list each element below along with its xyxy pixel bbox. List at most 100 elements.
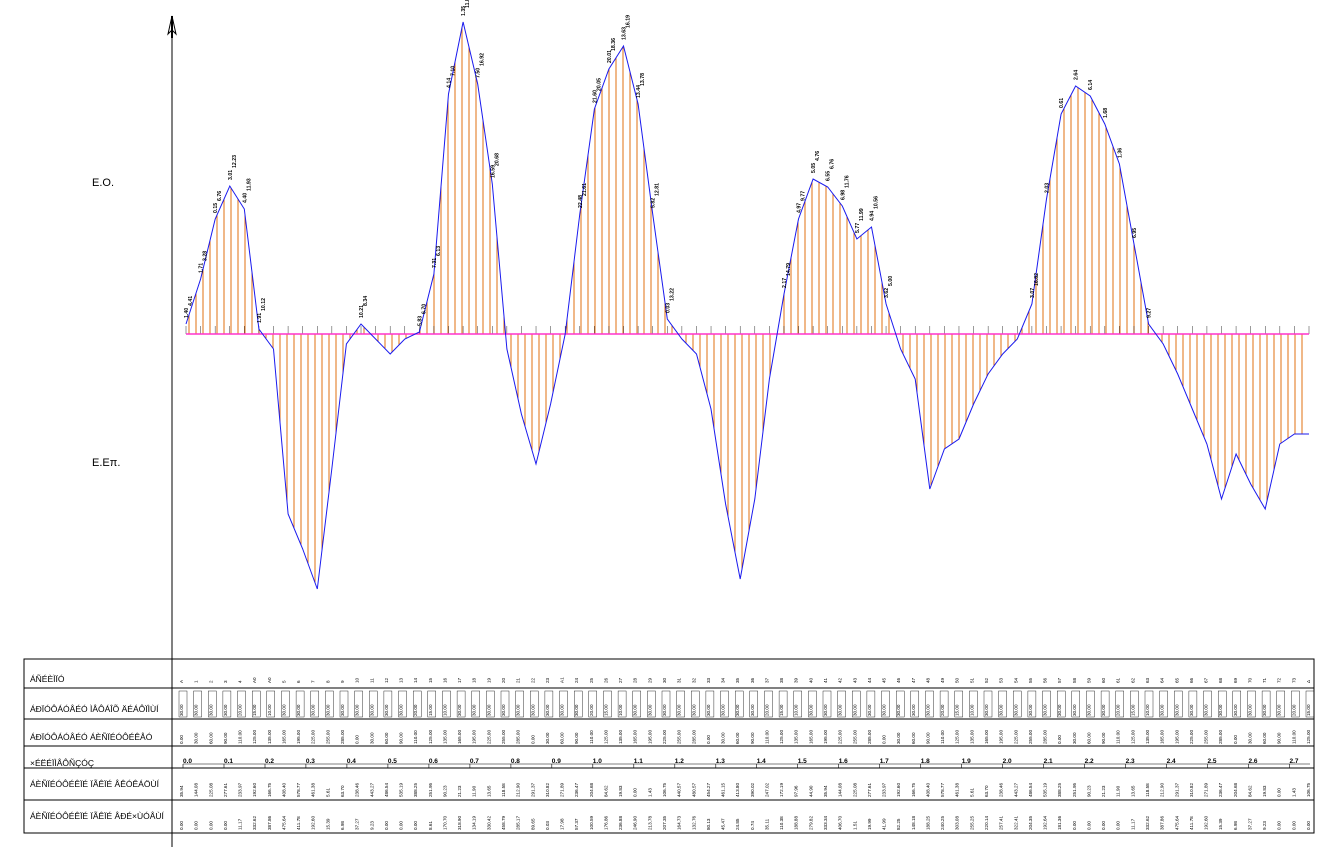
cut-volume-cell: 106.75 xyxy=(1306,783,1311,797)
accumulated-distance-cell: 125.00 xyxy=(428,730,433,744)
fill-volume-cell: 0.00 xyxy=(413,821,418,830)
inter-distance-box xyxy=(925,690,934,718)
inter-distance-box xyxy=(691,690,700,718)
inter-distance-box xyxy=(237,690,246,718)
cut-volume-cell: 238.46 xyxy=(999,783,1004,797)
cut-volume-cell: 388.25 xyxy=(1057,783,1062,797)
cut-value-label: 7.50 xyxy=(476,68,482,78)
station-name-cell: 44 xyxy=(867,677,872,683)
cut-volume-cell: 390.02 xyxy=(750,783,755,797)
inter-distance-box xyxy=(427,690,436,718)
chainage-label: 2.0 xyxy=(1003,758,1012,765)
cut-value-label: 16.82 xyxy=(1034,273,1040,286)
accumulated-distance-cell: 30.00 xyxy=(896,732,901,744)
cut-value-label: 1.91 xyxy=(257,313,263,323)
cut-value-label: 4.97 xyxy=(797,203,803,213)
cut-volume-cell: 90.23 xyxy=(443,785,448,797)
cut-volume-cell: 35.94 xyxy=(823,785,828,797)
inter-distance-cell: 30.00 xyxy=(823,704,828,716)
fill-volume-cell: 0.00 xyxy=(1306,821,1311,830)
station-name-cell: 41 xyxy=(823,677,828,683)
accumulated-distance-cell: 285.00 xyxy=(516,730,521,744)
fill-volume-cell: 80.13 xyxy=(706,818,711,830)
cut-value-label: 3.07 xyxy=(1030,288,1036,298)
station-name-cell: Α0 xyxy=(267,677,272,683)
fill-volume-cell: 236.88 xyxy=(618,816,623,830)
inter-distance-cell: 20.00 xyxy=(1291,704,1296,716)
cut-volume-cell: 443.27 xyxy=(1013,783,1018,797)
inter-distance-box xyxy=(1071,690,1081,718)
fill-volume-cell: 0.00 xyxy=(1101,821,1106,830)
station-name-cell: 73 xyxy=(1291,677,1296,683)
cut-volume-cell: 212.90 xyxy=(516,783,521,797)
chainage-label: 1.7 xyxy=(880,758,889,765)
station-name-cell: 14 xyxy=(413,677,418,683)
inter-distance-cell: 30.00 xyxy=(516,704,521,716)
inter-distance-cell: 10.00 xyxy=(443,704,448,716)
cut-value-label: 0.15 xyxy=(213,203,219,213)
inter-distance-box xyxy=(1188,690,1198,718)
inter-distance-box xyxy=(735,690,744,718)
inter-distance-box xyxy=(705,690,715,718)
fill-volume-cell: 0.03 xyxy=(545,821,550,830)
cut-value-label: 11.76 xyxy=(844,175,850,188)
cut-volume-cell: 236.47 xyxy=(574,783,579,797)
chainage-label: 1.5 xyxy=(798,758,807,765)
cut-volume-cell: 144.08 xyxy=(838,783,843,797)
chainage-label: 2.3 xyxy=(1126,758,1135,765)
station-name-cell: 29 xyxy=(647,677,652,683)
fill-volume-cell: 255.25 xyxy=(969,816,974,830)
inter-distance-cell: 30.00 xyxy=(560,704,565,716)
chainage-label: 0.5 xyxy=(388,758,397,765)
cut-value-labels: 1.40 1.71 0.15 3.01 4.40 1.91 10.21 5.83 7.31 4.1… xyxy=(184,0,1153,326)
inter-distance-box xyxy=(325,690,334,718)
accumulated-distance-cell: 285.00 xyxy=(340,730,345,744)
cut-volume-cell: 1.43 xyxy=(1291,788,1296,797)
inter-distance-cell: 30.00 xyxy=(882,704,887,716)
station-name-cell: 69 xyxy=(1233,677,1238,683)
inter-distance-box xyxy=(500,690,510,718)
station-name-cell: 3 xyxy=(223,680,228,683)
inter-distance-box xyxy=(251,690,261,718)
inter-distance-cell: 30.00 xyxy=(691,704,696,716)
inter-distance-cell: 30.00 xyxy=(1277,704,1282,716)
fill-volume-cell: 411.78 xyxy=(296,816,301,830)
inter-distance-box xyxy=(896,690,905,718)
fill-volume-cell: 411.78 xyxy=(1189,816,1194,830)
accumulated-distance-cell: 195.00 xyxy=(999,730,1004,744)
inter-distance-box xyxy=(544,690,554,718)
cut-value-label: 3.01 xyxy=(228,170,234,180)
inter-distance-box xyxy=(1130,690,1139,718)
fill-volume-cell: 0.00 xyxy=(1072,821,1077,830)
fill-volume-cell: 24.85 xyxy=(735,818,740,830)
station-name-cell: 31 xyxy=(677,677,682,683)
station-name-cell: 28 xyxy=(633,677,638,683)
fill-volume-cell: 475.64 xyxy=(1174,816,1179,830)
accumulated-distance-cell: 165.00 xyxy=(984,730,989,744)
cut-volume-cell: 106.75 xyxy=(662,783,667,797)
cut-volume-cell: 212.90 xyxy=(1160,783,1165,797)
accumulated-distance-cell: 255.00 xyxy=(1028,730,1033,744)
table-row-lines xyxy=(24,687,1314,801)
accumulated-distance-cell: 125.00 xyxy=(252,730,257,744)
station-name-cell: 38 xyxy=(779,677,784,683)
chainage-label: 2.5 xyxy=(1208,758,1217,765)
accumulated-distance-cell: 165.00 xyxy=(1160,730,1165,744)
accumulated-distance-cell: 255.00 xyxy=(852,730,857,744)
inter-distance-box xyxy=(178,690,188,718)
cut-volume-cell: 486.54 xyxy=(384,783,389,797)
inter-distance-cell: 30.00 xyxy=(1218,704,1223,716)
station-name-cell: 55 xyxy=(1028,677,1033,683)
fill-volume-cell: 0.00 xyxy=(399,821,404,830)
station-name-cell: 49 xyxy=(940,677,945,683)
accumulated-distance-cell: 60.00 xyxy=(1087,732,1092,744)
fill-volume-cell: 192.64 xyxy=(1043,816,1048,830)
cut-volume-cell: 35.94 xyxy=(179,785,184,797)
chainage-label: 0.1 xyxy=(224,758,233,765)
station-name-cell: 36 xyxy=(750,677,755,683)
inter-distance-cell: 20.00 xyxy=(940,704,945,716)
inter-distance-cell: 30.00 xyxy=(486,704,491,716)
cut-value-label: 3.28 xyxy=(203,251,209,261)
cut-side-label: E.O. xyxy=(92,177,114,189)
cut-volume-cell: 535.19 xyxy=(1043,783,1048,797)
